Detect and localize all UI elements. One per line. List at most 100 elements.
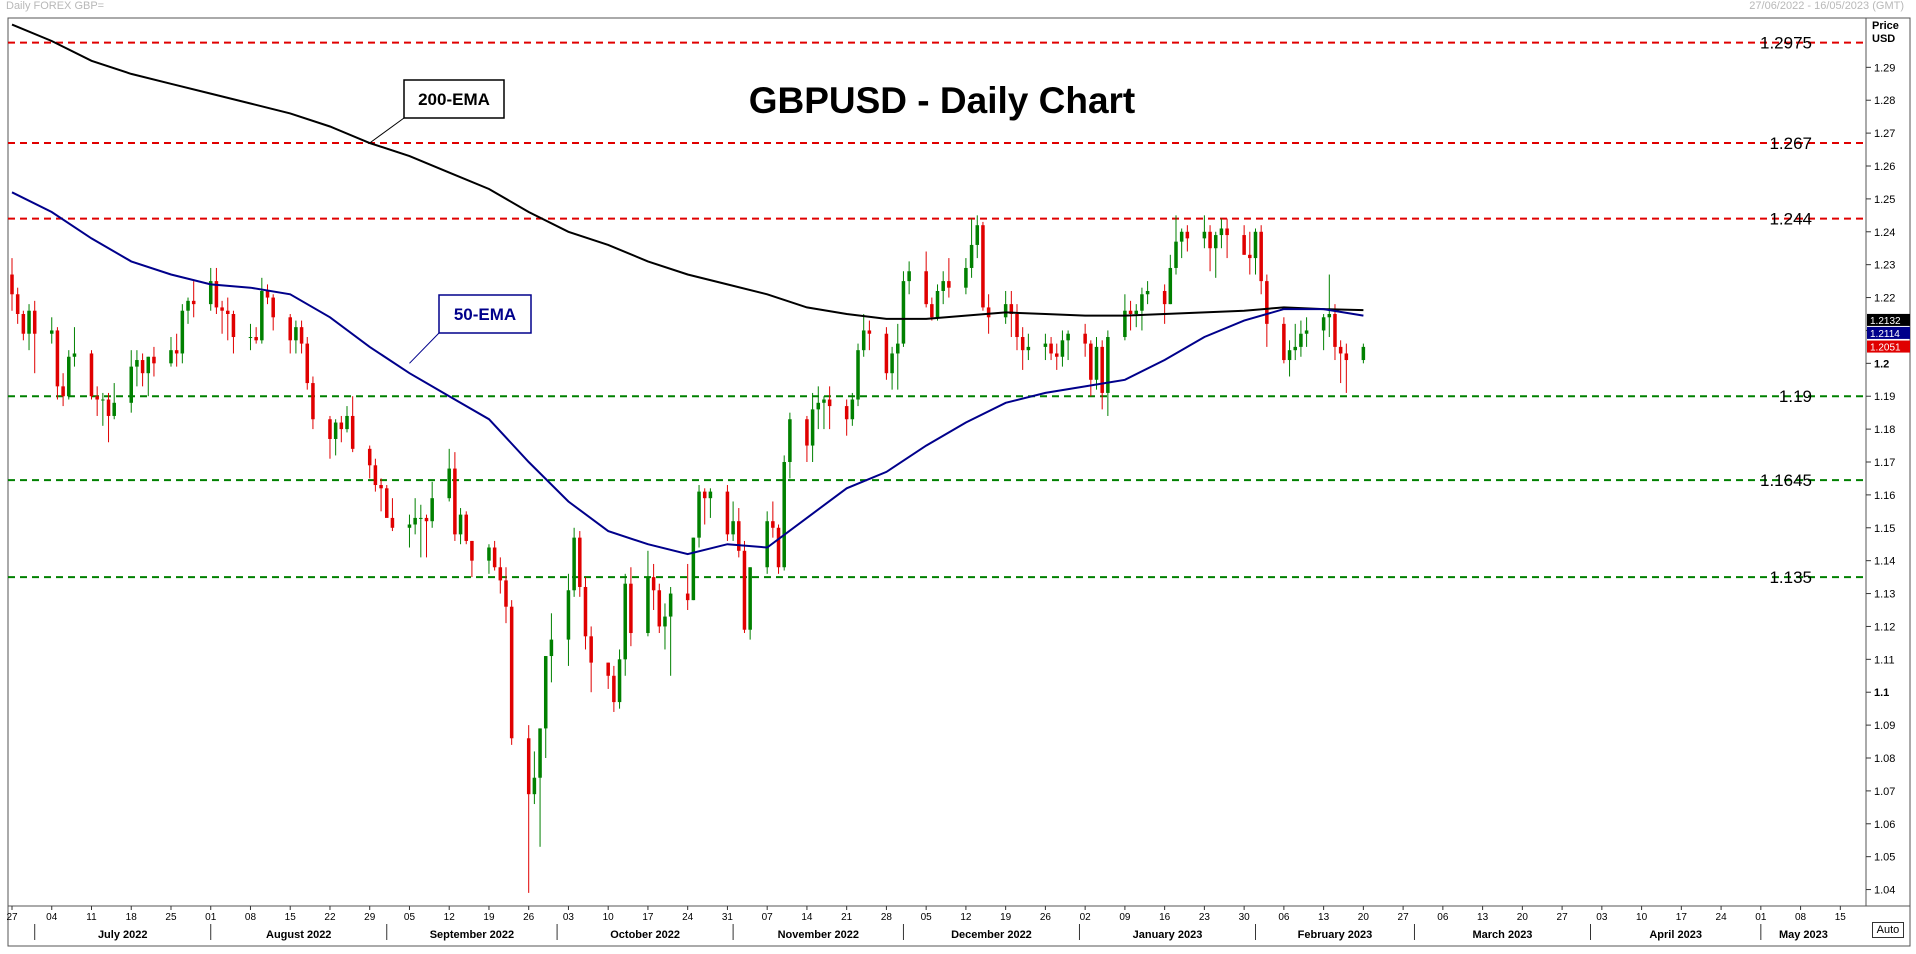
candle-body [969,244,974,268]
price-tag-bg [1867,340,1910,353]
x-tick-label: 08 [1795,912,1807,923]
candle-body [1299,333,1303,347]
month-label: February 2023 [1298,929,1373,941]
candle-body [771,521,775,528]
x-tick-label: 02 [1080,912,1092,923]
x-tick-label: 26 [1040,912,1052,923]
y-tick-label: 1.19 [1874,391,1895,403]
candle-body [129,366,133,403]
price-tag-bg [1867,326,1910,339]
candle-body [61,386,65,397]
candle-body [930,304,934,318]
candle-body [299,327,304,344]
candle-body [1015,314,1019,338]
candle-body [1094,346,1099,380]
price-tag-label: 1.2132 [1870,316,1901,327]
candle-body [453,468,457,535]
candle-body [788,419,792,462]
candle-body [572,537,576,591]
month-label: April 2023 [1649,929,1702,941]
candle-body [623,583,627,660]
x-tick-label: 27 [6,912,18,923]
candle-body [248,337,253,339]
x-tick-label: 05 [921,912,933,923]
candle-body [1083,333,1087,344]
candle-body [1174,241,1178,268]
candle-body [1145,290,1150,295]
auto-scale-button[interactable]: Auto [1872,922,1904,938]
month-label: January 2023 [1133,929,1203,941]
candle-body [844,406,849,420]
candle-body [629,583,633,634]
y-tick-label: 1.17 [1874,457,1895,469]
candle-body [1259,231,1263,282]
y-tick-label: 1.11 [1874,654,1895,666]
candle-body [254,337,258,341]
candle-body [651,577,656,591]
candle-body [95,396,99,400]
candle-body [1321,317,1326,331]
level-label: 1.1645 [1760,471,1812,490]
month-label: November 2022 [778,929,859,941]
ema200-callout-label: 200-EMA [418,90,490,109]
candle-body [1140,294,1144,311]
candle-body [856,350,860,400]
candle-body [146,356,151,374]
candle-body [981,225,985,308]
candle-body [526,738,531,795]
candle-body [1208,231,1212,249]
y-tick-label: 1.29 [1874,62,1895,74]
candle-body [668,593,673,617]
candle-body [816,402,821,410]
candle-body [106,399,111,416]
y-tick-label: 1.09 [1874,720,1895,732]
candle-body [367,448,372,466]
chart-title: GBPUSD - Daily Chart [749,80,1136,121]
month-label: August 2022 [266,929,331,941]
candle-body [532,777,537,795]
candle-body [810,409,815,446]
month-label: May 2023 [1779,929,1828,941]
candle-body [492,547,497,568]
candle-body [413,517,417,525]
x-tick-label: 17 [1676,912,1688,923]
price-unit-label: Price USD [1872,20,1899,46]
y-tick-label: 1.18 [1874,424,1895,436]
candle-body [265,290,270,298]
candle-body [827,399,832,407]
y-tick-label: 1.12 [1874,621,1895,633]
candle-body [191,300,196,305]
candle-body [549,639,554,657]
y-tick-label: 1.13 [1874,589,1895,601]
candle-body [737,521,741,551]
candle-body [578,537,582,587]
candle-body [174,350,179,354]
candle-body [1049,343,1053,354]
candle-body [1054,353,1059,357]
y-tick-label: 1.05 [1874,852,1895,864]
candle-body [1338,346,1343,354]
x-tick-label: 29 [364,912,376,923]
x-tick-label: 14 [801,912,813,923]
y-tick-label: 1.08 [1874,753,1895,765]
candle-body [430,498,434,522]
x-tick-label: 15 [285,912,297,923]
candle-body [231,314,236,338]
candle-body [260,290,264,341]
candle-body [379,485,383,489]
x-tick-label: 27 [1398,912,1410,923]
candle-body [21,314,26,334]
candle-body [419,517,423,519]
x-tick-label: 20 [1517,912,1529,923]
candle-body [1162,290,1167,305]
level-label: 1.135 [1769,568,1812,587]
x-tick-label: 23 [1199,912,1211,923]
candle-body [1242,235,1246,255]
y-tick-label: 1.2 [1874,358,1889,370]
x-tick-label: 11 [86,912,97,923]
candle-body [27,310,31,334]
x-tick-label: 04 [46,912,58,923]
candle-body [1066,333,1070,341]
candle-body [214,281,219,308]
candle-body [646,577,650,634]
